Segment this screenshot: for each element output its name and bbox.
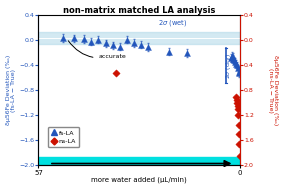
Point (233, 61, 238, 64)
Point (110, 44, 115, 47)
Point (103, 42, 108, 45)
Text: accurate: accurate (68, 41, 126, 59)
Text: 2$\sigma$ (wet): 2$\sigma$ (wet) (158, 19, 187, 29)
Point (236, 108, 240, 111)
Point (231, 56, 236, 59)
Point (237, 133, 241, 136)
Legend: fs-LA, ns-LA: fs-LA, ns-LA (48, 127, 79, 147)
Point (89, 40, 94, 43)
Point (234, 95, 239, 98)
Point (236, 123, 241, 126)
Point (61, 36, 65, 39)
X-axis label: more water added (μL/min): more water added (μL/min) (91, 177, 187, 184)
Point (235, 105, 240, 108)
Point (185, 51, 189, 54)
Point (229, 56, 233, 59)
Point (230, 54, 234, 57)
Point (237, 154, 242, 157)
Text: 2$\sigma$ (dry): 2$\sigma$ (dry) (224, 52, 233, 79)
Point (232, 59, 237, 62)
Point (237, 71, 242, 74)
Point (124, 38, 129, 41)
Y-axis label: δµ56Fe Deviation (‰)
(fs-LA − True): δµ56Fe Deviation (‰) (fs-LA − True) (6, 55, 16, 125)
Point (230, 58, 235, 61)
Point (235, 98, 239, 101)
Point (117, 45, 122, 48)
Point (82, 38, 87, 41)
Point (236, 67, 240, 70)
Point (146, 46, 150, 49)
Point (237, 142, 242, 145)
Y-axis label: δµ56Fe Deviation (‰)
(ns-LA − True): δµ56Fe Deviation (‰) (ns-LA − True) (268, 55, 278, 125)
Point (234, 63, 239, 66)
Point (72, 37, 76, 40)
Title: non-matrix matched LA analysis: non-matrix matched LA analysis (63, 5, 215, 15)
Point (139, 43, 143, 46)
Point (235, 101, 239, 104)
Point (236, 70, 241, 73)
Bar (38, 32, 240, 44)
Point (235, 64, 239, 67)
Point (236, 114, 241, 117)
Point (167, 50, 171, 53)
Bar (38, 157, 240, 175)
Point (114, 71, 118, 74)
Point (131, 41, 136, 44)
Point (96, 38, 101, 41)
